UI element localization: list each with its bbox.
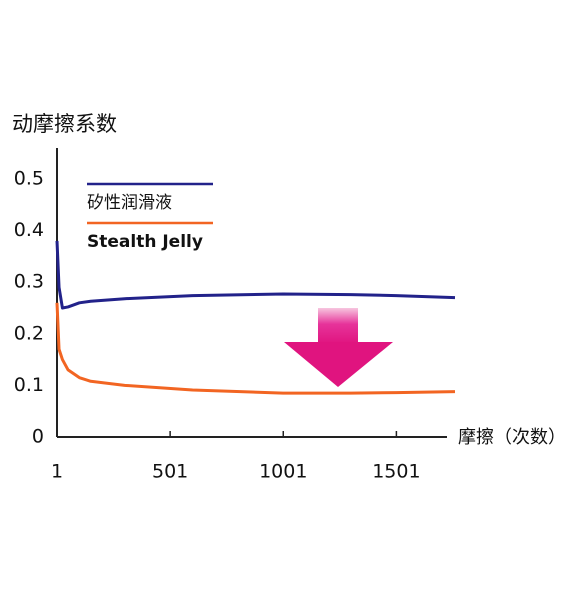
x-tick-label: 1 [51, 461, 63, 483]
y-axis-label: 动摩擦系数 [12, 112, 117, 136]
x-tick-label: 1001 [259, 461, 307, 483]
legend-label: Stealth Jelly [87, 232, 203, 252]
y-tick-label: 0.2 [14, 322, 44, 344]
y-tick-label: 0 [32, 426, 44, 448]
series-line [55, 240, 456, 310]
y-tick-label: 0.1 [14, 374, 44, 396]
arrow [284, 308, 393, 387]
x-tick-label: 1501 [372, 461, 420, 483]
x-axis-label: 摩擦（次数） [458, 427, 566, 448]
y-tick-label: 0.5 [14, 167, 44, 189]
y-tick-label: 0.3 [14, 271, 44, 293]
series-line [55, 302, 456, 395]
x-tick-label: 501 [152, 461, 188, 483]
legend-label: 矽性润滑液 [87, 193, 172, 213]
y-tick-label: 0.4 [14, 219, 44, 241]
